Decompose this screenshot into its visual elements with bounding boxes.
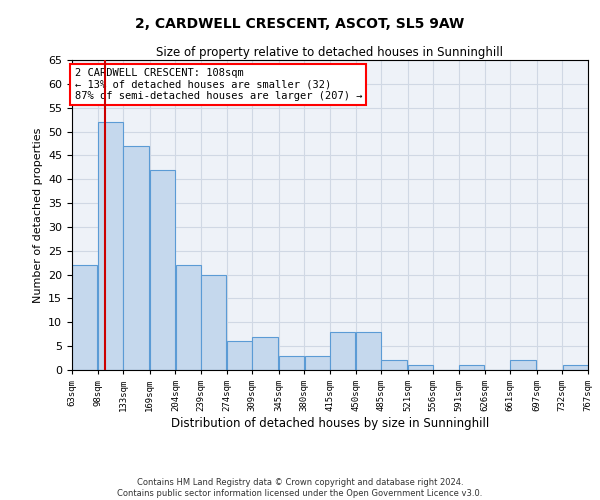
Text: Contains HM Land Registry data © Crown copyright and database right 2024.
Contai: Contains HM Land Registry data © Crown c… [118, 478, 482, 498]
Text: 2 CARDWELL CRESCENT: 108sqm
← 13% of detached houses are smaller (32)
87% of sem: 2 CARDWELL CRESCENT: 108sqm ← 13% of det… [74, 68, 362, 101]
Bar [279, 356, 304, 370]
Bar [408, 365, 433, 370]
Bar [382, 360, 407, 370]
Text: 2, CARDWELL CRESCENT, ASCOT, SL5 9AW: 2, CARDWELL CRESCENT, ASCOT, SL5 9AW [136, 18, 464, 32]
Bar [227, 342, 252, 370]
Bar [150, 170, 175, 370]
Bar [511, 360, 536, 370]
Bar [253, 336, 278, 370]
Bar [330, 332, 355, 370]
Title: Size of property relative to detached houses in Sunninghill: Size of property relative to detached ho… [157, 46, 503, 59]
Bar [305, 356, 330, 370]
Bar [563, 365, 588, 370]
Bar [98, 122, 123, 370]
Bar [356, 332, 381, 370]
Bar [176, 265, 201, 370]
Bar [459, 365, 484, 370]
Bar [201, 274, 226, 370]
Bar [72, 265, 97, 370]
Bar [124, 146, 149, 370]
Y-axis label: Number of detached properties: Number of detached properties [32, 128, 43, 302]
X-axis label: Distribution of detached houses by size in Sunninghill: Distribution of detached houses by size … [171, 417, 489, 430]
